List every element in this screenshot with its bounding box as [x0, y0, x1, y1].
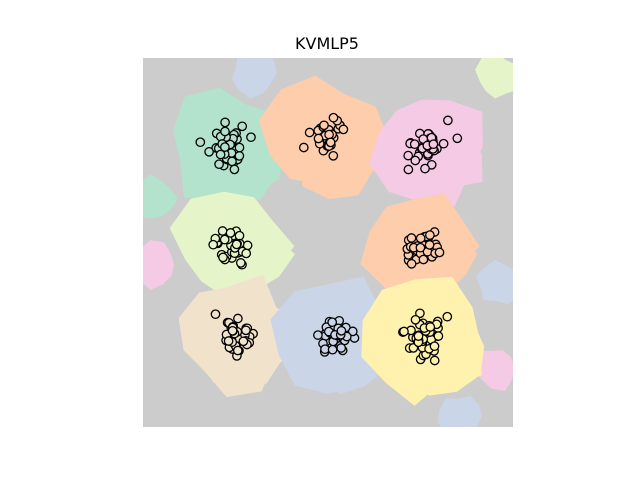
scatter-point — [429, 341, 440, 352]
scatter-point — [410, 155, 421, 166]
edge-region-4 — [143, 240, 175, 291]
edge-region-7 — [437, 395, 482, 427]
scatter-point — [229, 164, 240, 175]
scatter-point — [210, 309, 221, 320]
edge-region-3 — [143, 174, 178, 219]
scatter-point — [347, 326, 358, 337]
scatter-point — [415, 308, 425, 319]
scatter-point — [237, 121, 248, 132]
edge-region-2 — [475, 58, 513, 99]
scatter-point — [220, 117, 230, 128]
scatter-point — [452, 133, 463, 144]
scatter-point — [336, 343, 347, 353]
scatter-point — [425, 322, 436, 332]
scatter-point — [324, 129, 334, 140]
scatter-point — [425, 230, 435, 240]
scatter-point — [429, 355, 440, 366]
scatter-point — [204, 146, 214, 157]
scatter-point — [225, 228, 236, 238]
scatter-point — [214, 159, 224, 170]
scatter-point — [227, 325, 238, 336]
scatter-points — [195, 112, 463, 366]
scatter-point — [406, 233, 417, 243]
scatter-point — [443, 115, 453, 126]
scatter-point — [438, 138, 449, 149]
scatter-point — [220, 126, 230, 137]
scatter-point — [233, 313, 243, 324]
scatter-point — [298, 142, 309, 153]
scatter-point — [415, 242, 426, 253]
scatter-point — [217, 226, 228, 236]
scatter-point — [410, 314, 421, 325]
scatter-point — [218, 252, 228, 263]
scatter-point — [313, 133, 324, 144]
scatter-point — [328, 112, 339, 123]
scatter-point — [231, 239, 242, 250]
scatter-point — [403, 150, 414, 161]
scatter-point — [415, 233, 426, 244]
scatter-point — [403, 164, 414, 175]
scatter-point — [219, 234, 230, 245]
scatter-point — [424, 240, 435, 250]
scatter-point — [234, 151, 245, 161]
scatter-point — [399, 326, 409, 337]
scatter-point — [428, 139, 439, 150]
scatter-point — [420, 163, 430, 174]
cluster-region-2-lobe — [286, 100, 380, 200]
edge-region-5 — [475, 260, 513, 305]
scatter-point — [413, 331, 424, 341]
scatter-point — [208, 239, 219, 250]
scatter-point — [241, 248, 252, 259]
scatter-point — [238, 336, 249, 347]
scatter-point — [442, 311, 453, 322]
scatter-point — [433, 331, 444, 341]
scatter-point — [232, 345, 243, 356]
scatter-point — [319, 120, 329, 131]
scatter-point — [328, 150, 339, 161]
scatter-point — [418, 254, 429, 265]
scatter-point — [195, 137, 206, 148]
edge-region-6 — [475, 350, 513, 392]
scatter-point — [215, 149, 226, 160]
scatter-point — [325, 137, 336, 148]
scatter-point — [304, 127, 315, 138]
scatter-point — [220, 142, 230, 152]
chart-title: KVMLP5 — [295, 34, 359, 53]
scatter-point — [338, 124, 349, 135]
edge-region-1 — [231, 58, 277, 99]
scatter-point — [409, 139, 420, 150]
scatter-point — [327, 317, 338, 328]
scatter-point — [223, 336, 234, 346]
scatter-point — [241, 325, 251, 336]
scatter-point — [406, 258, 417, 269]
scatter-point — [235, 258, 246, 268]
scatter-point — [434, 247, 445, 258]
scatter-point — [313, 330, 323, 340]
scatter-point — [234, 230, 245, 241]
scatter-point — [246, 132, 256, 143]
scatter-point — [234, 142, 245, 153]
scatter-point — [227, 156, 237, 167]
scatter-point — [327, 344, 338, 355]
scatter-point — [336, 325, 347, 336]
